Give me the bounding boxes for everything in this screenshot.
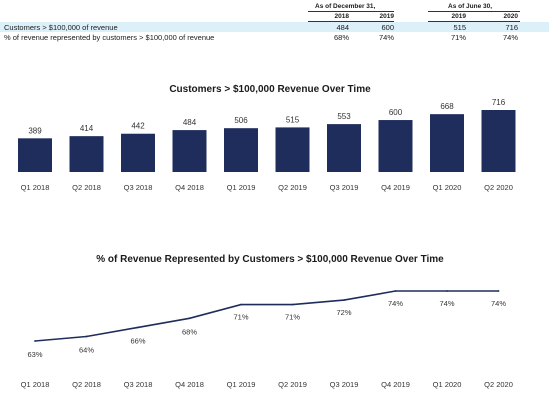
bar-value-label: 716 xyxy=(492,98,506,107)
line-point xyxy=(188,317,191,320)
x-tick-label: Q4 2018 xyxy=(175,380,204,389)
x-tick-label: Q3 2018 xyxy=(124,183,153,192)
bar-value-label: 442 xyxy=(131,122,145,131)
group-rule-june xyxy=(428,11,520,12)
bar xyxy=(69,136,104,172)
bar xyxy=(224,128,258,172)
bar-value-label: 414 xyxy=(80,124,94,133)
bar xyxy=(172,130,207,172)
bar-value-label: 484 xyxy=(183,118,197,127)
x-tick-label: Q2 2019 xyxy=(278,380,307,389)
line-point xyxy=(34,340,36,342)
x-tick-label: Q1 2018 xyxy=(21,380,50,389)
line-point xyxy=(394,290,397,292)
group-rule-december xyxy=(308,11,394,12)
row-label-revenue-pct: % of revenue represented by customers > … xyxy=(4,33,215,42)
line-point xyxy=(343,299,345,301)
line-point xyxy=(291,303,294,306)
cell-pct-jun-2020: 74% xyxy=(502,33,518,42)
line-value-label: 63% xyxy=(27,350,42,359)
cell-customers-2018: 484 xyxy=(336,23,349,32)
cell-customers-2019: 600 xyxy=(381,23,394,32)
bar xyxy=(481,110,516,172)
bar-chart: Customers > $100,000 Revenue Over Time 3… xyxy=(18,84,516,192)
year-header-2019: 2019 xyxy=(379,13,394,20)
line-point xyxy=(497,290,500,292)
x-tick-label: Q1 2019 xyxy=(227,380,256,389)
line-point xyxy=(240,303,242,306)
line-value-label: 71% xyxy=(233,313,248,322)
year-rule-december xyxy=(308,21,394,22)
year-rule-june xyxy=(428,21,520,22)
bar xyxy=(18,138,52,172)
line-value-label: 68% xyxy=(182,327,197,336)
line-value-label: 71% xyxy=(285,313,300,322)
cell-pct-jun-2019: 71% xyxy=(450,33,466,42)
bar-value-label: 668 xyxy=(440,102,454,111)
line-chart: % of Revenue Represented by Customers > … xyxy=(21,254,513,389)
bar-value-label: 553 xyxy=(337,112,351,121)
cell-pct-2018: 68% xyxy=(333,33,349,42)
bar-value-label: 389 xyxy=(28,126,42,135)
cell-customers-jun-2020: 716 xyxy=(505,23,518,32)
bar-chart-title: Customers > $100,000 Revenue Over Time xyxy=(169,84,371,95)
group-header-june: As of June 30, xyxy=(448,3,493,10)
bar-value-label: 515 xyxy=(286,115,300,124)
x-tick-label: Q1 2020 xyxy=(433,380,462,389)
line-chart-title: % of Revenue Represented by Customers > … xyxy=(96,254,444,265)
x-tick-label: Q2 2018 xyxy=(72,380,101,389)
x-tick-label: Q2 2020 xyxy=(484,380,513,389)
group-header-december: As of December 31, xyxy=(315,3,376,10)
x-tick-label: Q2 2020 xyxy=(484,183,513,192)
line-value-label: 72% xyxy=(336,308,351,317)
line-value-label: 66% xyxy=(130,336,145,345)
bar-value-label: 600 xyxy=(389,108,403,117)
highlight-row xyxy=(0,22,549,32)
x-tick-label: Q1 2020 xyxy=(433,183,462,192)
bar-value-label: 506 xyxy=(234,116,248,125)
series-line xyxy=(34,290,499,342)
line-point xyxy=(446,290,448,292)
bar xyxy=(121,133,155,172)
line-point xyxy=(137,326,139,329)
row-label-customers: Customers > $100,000 of revenue xyxy=(4,23,118,32)
year-header-2020: 2020 xyxy=(503,13,518,20)
line-value-label: 74% xyxy=(439,299,454,308)
x-tick-label: Q1 2019 xyxy=(227,183,256,192)
x-tick-label: Q2 2019 xyxy=(278,183,307,192)
x-tick-label: Q2 2018 xyxy=(72,183,101,192)
x-tick-label: Q3 2018 xyxy=(124,380,153,389)
x-tick-label: Q3 2019 xyxy=(330,380,359,389)
line-value-label: 74% xyxy=(491,299,506,308)
x-tick-label: Q3 2019 xyxy=(330,183,359,192)
cell-pct-2019: 74% xyxy=(378,33,394,42)
year-header-2018: 2018 xyxy=(334,13,349,20)
bar xyxy=(327,124,361,172)
x-tick-label: Q4 2018 xyxy=(175,183,204,192)
bar xyxy=(430,114,464,172)
line-value-label: 74% xyxy=(388,299,403,308)
bar xyxy=(275,127,310,172)
year-header-2019-june: 2019 xyxy=(451,13,466,20)
x-tick-label: Q4 2019 xyxy=(381,183,410,192)
line-value-label: 64% xyxy=(79,345,94,354)
x-tick-label: Q1 2018 xyxy=(21,183,50,192)
summary-table: As of December 31, As of June 30, 2018 2… xyxy=(0,0,549,46)
x-tick-label: Q4 2019 xyxy=(381,380,410,389)
line-point xyxy=(85,335,88,338)
bar xyxy=(378,120,413,172)
cell-customers-jun-2019: 515 xyxy=(453,23,466,32)
